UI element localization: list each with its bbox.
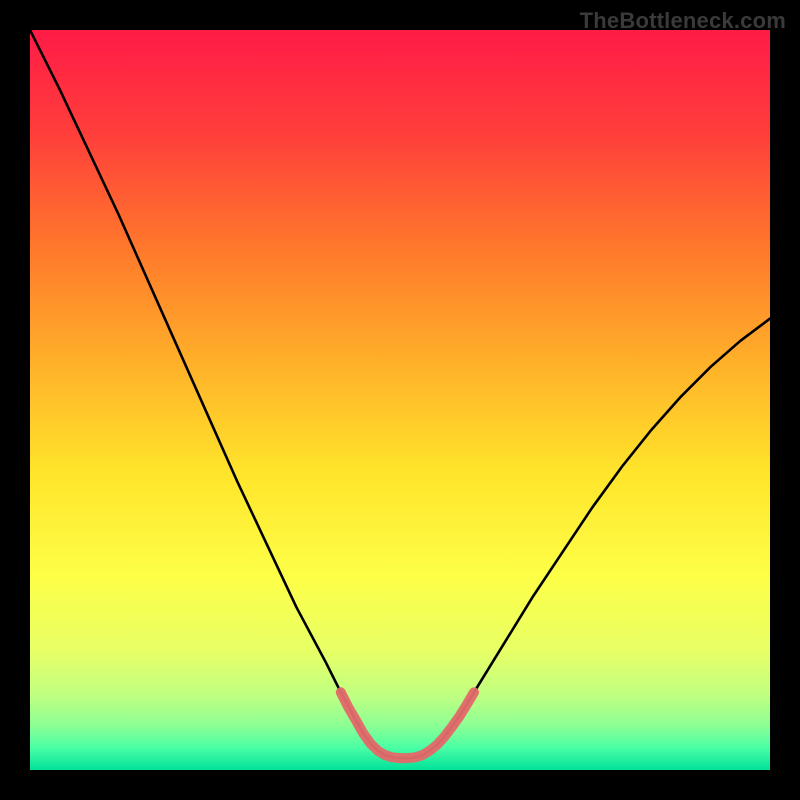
gradient-background	[30, 30, 770, 770]
chart-canvas: TheBottleneck.com	[0, 0, 800, 800]
bottleneck-curve-chart	[30, 30, 770, 770]
